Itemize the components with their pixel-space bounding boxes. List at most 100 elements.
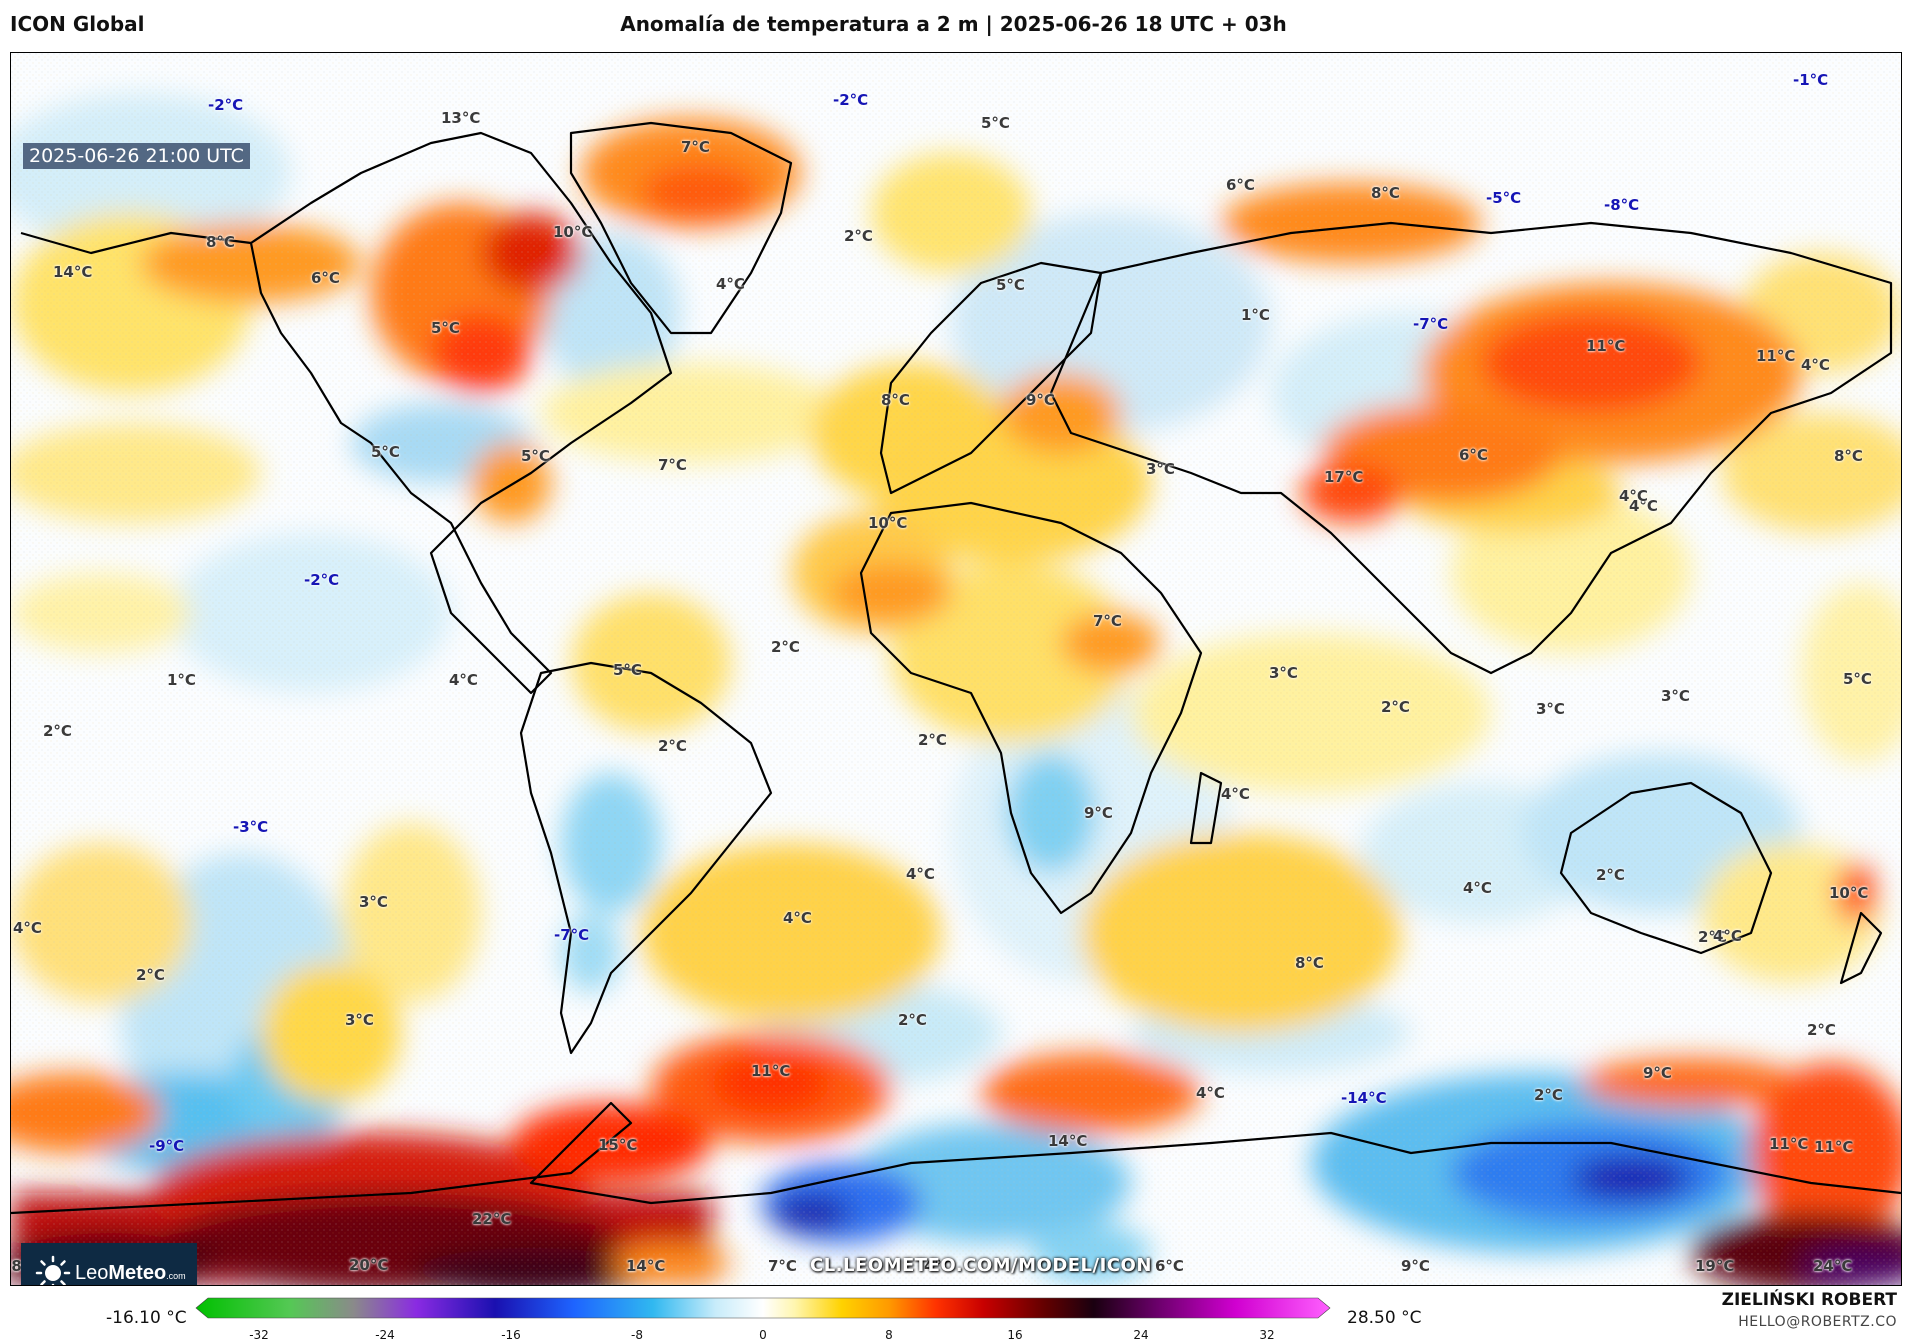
temperature-label: 4°C [449,671,478,689]
temperature-label: 11°C [751,1062,791,1080]
temperature-label: 2°C [898,1011,927,1029]
temperature-label: 6°C [311,269,340,287]
source-url-watermark: CL.LEOMETEO.COM/MODEL/ICON [810,1255,1152,1276]
colorbar-tick-label: -32 [249,1328,269,1342]
temperature-label: 19°C [1695,1257,1735,1275]
temperature-label: 8°C [206,233,235,251]
temperature-label: -9°C [149,1137,185,1155]
header: ICON Global Anomalía de temperatura a 2 … [0,0,1907,52]
temperature-label: 8°C [1371,184,1400,202]
temperature-label: 2°C [771,638,800,656]
temperature-label: 6°C [1459,446,1488,464]
temperature-label: 5°C [431,319,460,337]
temperature-label: 9°C [1026,391,1055,409]
temperature-label: 22°C [472,1210,512,1228]
temperature-label: 9°C [1643,1064,1672,1082]
temperature-label: 8°C [1834,447,1863,465]
temperature-label: 14°C [1048,1132,1088,1150]
temperature-label: 2°C [1534,1086,1563,1104]
coastlines [11,121,1901,1215]
temperature-label: 1°C [167,671,196,689]
temperature-label: 7°C [1093,612,1122,630]
temperature-label: 17°C [1324,468,1364,486]
model-name: ICON Global [10,12,145,36]
temperature-label: 14°C [626,1257,666,1275]
temperature-label: -5°C [1486,189,1522,207]
temperature-label: 14°C [53,263,93,281]
temperature-label: 3°C [1536,700,1565,718]
colorbar-tick-label: -8 [631,1328,643,1342]
temperature-label: 5°C [371,443,400,461]
temperature-label: 7°C [658,456,687,474]
temperature-label: 5°C [521,447,550,465]
colorbar-max-label: 28.50 °C [1347,1308,1422,1328]
temperature-label: 4°C [1619,487,1648,505]
temperature-label: -7°C [554,926,590,944]
leometeo-logo: LeoMeteo.com [21,1243,197,1285]
temperature-label: -7°C [1413,315,1449,333]
valid-time-badge: 2025-06-26 21:00 UTC [23,143,250,169]
logo-text: LeoMeteo.com [75,1261,186,1284]
temperature-label: 3°C [1269,664,1298,682]
temperature-label: 3°C [1661,687,1690,705]
temperature-label: 3°C [359,893,388,911]
temperature-anomaly-field [11,53,1901,1285]
temperature-label: 2°C [1596,866,1625,884]
temperature-label: -3°C [233,818,269,836]
temperature-label: 2°C [1807,1021,1836,1039]
temperature-label: -14°C [1341,1089,1387,1107]
sun-icon [35,1255,71,1285]
temperature-label: 7°C [681,138,710,156]
author-name: ZIELIŃSKI ROBERT [1721,1290,1897,1310]
temperature-label: 1°C [1241,306,1270,324]
temperature-label: 6°C [1155,1257,1184,1275]
map-title: Anomalía de temperatura a 2 m | 2025-06-… [620,12,1287,36]
temperature-label: 4°C [1713,927,1742,945]
temperature-label: 4°C [1629,497,1658,515]
temperature-label: 4°C [1196,1084,1225,1102]
temperature-label: 11°C [1756,347,1796,365]
temperature-label: -8°C [1604,196,1640,214]
temperature-label: 10°C [553,223,593,241]
temperature-label: 10°C [1829,884,1869,902]
temperature-label: 4°C [716,275,745,293]
temperature-label: 4°C [13,919,42,937]
temperature-label: 2°C [136,966,165,984]
temperature-label: 9°C [1401,1257,1430,1275]
temperature-label: 2°C [844,227,873,245]
temperature-label: 4°C [1221,785,1250,803]
temperature-label: 5°C [1843,670,1872,688]
colorbar [195,1297,1331,1319]
temperature-label: 11°C [1769,1135,1809,1153]
temperature-label: 2°C [918,731,947,749]
temperature-label: 8°C [1295,954,1324,972]
temperature-label: 11°C [1814,1138,1854,1156]
colorbar-tick-label: 16 [1007,1328,1023,1342]
author-email: HELLO@ROBERTZ.CO [1738,1314,1897,1330]
temperature-label: 2°C [43,722,72,740]
temperature-label: 20°C [349,1256,389,1274]
temperature-label: 7°C [768,1257,797,1275]
temperature-label: 3°C [1146,460,1175,478]
temperature-label: 4°C [783,909,812,927]
temperature-label: 4°C [924,1257,953,1275]
temperature-label: -2°C [833,91,869,109]
temperature-label: 2°C [1381,698,1410,716]
temperature-label: -1°C [1793,71,1829,89]
colorbar-tick-label: 24 [1133,1328,1149,1342]
temperature-label: 3°C [345,1011,374,1029]
colorbar-min-label: -16.10 °C [106,1308,187,1328]
temperature-label: 10°C [868,514,908,532]
temperature-label: 6°C [1226,176,1255,194]
temperature-label: 4°C [1463,879,1492,897]
temperature-label: 5°C [613,661,642,679]
temperature-label: 5°C [996,276,1025,294]
temperature-label: 4°C [906,865,935,883]
temperature-label: -2°C [304,571,340,589]
map-panel: 2025-06-26 21:00 UTC -2°C -2°C -1°C 13°C 7°C… [10,52,1902,1286]
temperature-label: 11°C [1586,337,1626,355]
temperature-label: 15°C [598,1136,638,1154]
temperature-label: 9°C [1084,804,1113,822]
colorbar-tick-label: 0 [759,1328,767,1342]
colorbar-tick-label: 8 [885,1328,893,1342]
